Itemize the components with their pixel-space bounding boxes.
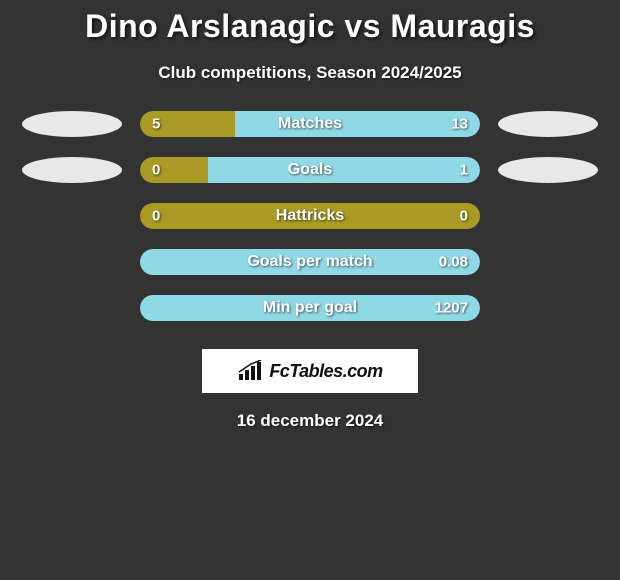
stat-label: Goals per match xyxy=(247,253,372,271)
stat-label: Hattricks xyxy=(276,207,344,225)
player-right-ellipse xyxy=(498,157,598,183)
page-title: Dino Arslanagic vs Mauragis xyxy=(0,8,620,45)
logo-text: FcTables.com xyxy=(269,361,382,382)
chart-icon xyxy=(237,360,265,382)
date-line: 16 december 2024 xyxy=(0,411,620,431)
stat-value-left: 0 xyxy=(152,208,160,225)
stat-label: Goals xyxy=(288,161,332,179)
stat-row: Min per goal 1207 xyxy=(0,295,620,321)
stat-value-right: 13 xyxy=(451,116,468,133)
player-left-ellipse xyxy=(22,111,122,137)
stat-value-right: 1 xyxy=(460,162,468,179)
stat-bar: Goals per match 0.08 xyxy=(140,249,480,275)
stat-value-right: 0.08 xyxy=(439,254,468,271)
stat-bar: Min per goal 1207 xyxy=(140,295,480,321)
stat-rows: 5 Matches 13 0 Goals 1 0 Hattricks 0 Goals per ma… xyxy=(0,111,620,321)
player-left-ellipse xyxy=(22,157,122,183)
stat-value-right: 0 xyxy=(460,208,468,225)
stat-value-left: 0 xyxy=(152,162,160,179)
stat-row: 0 Hattricks 0 xyxy=(0,203,620,229)
stat-value-left: 5 xyxy=(152,116,160,133)
stat-bar: 5 Matches 13 xyxy=(140,111,480,137)
comparison-infographic: Dino Arslanagic vs Mauragis Club competi… xyxy=(0,0,620,431)
stat-row: 0 Goals 1 xyxy=(0,157,620,183)
bar-right-segment xyxy=(208,157,480,183)
stat-row: 5 Matches 13 xyxy=(0,111,620,137)
bar-right-segment xyxy=(235,111,480,137)
bar-left-segment xyxy=(140,157,208,183)
player-right-ellipse xyxy=(498,111,598,137)
page-subtitle: Club competitions, Season 2024/2025 xyxy=(0,63,620,83)
stat-row: Goals per match 0.08 xyxy=(0,249,620,275)
stat-value-right: 1207 xyxy=(435,300,468,317)
stat-label: Matches xyxy=(278,115,342,133)
stat-bar: 0 Hattricks 0 xyxy=(140,203,480,229)
logo-box: FcTables.com xyxy=(202,349,418,393)
stat-label: Min per goal xyxy=(263,299,357,317)
stat-bar: 0 Goals 1 xyxy=(140,157,480,183)
